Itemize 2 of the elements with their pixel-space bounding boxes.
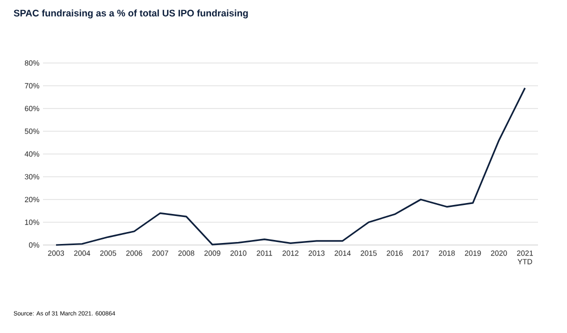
- chart-title: SPAC fundraising as a % of total US IPO fundraising: [14, 10, 248, 18]
- line-series: [55, 87, 526, 246]
